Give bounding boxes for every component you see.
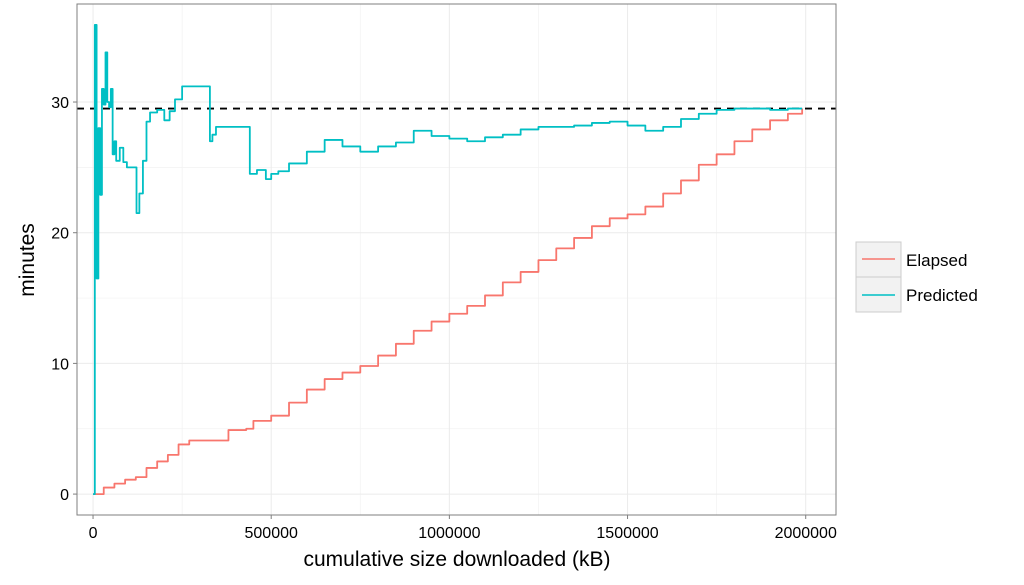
x-axis-title: cumulative size downloaded (kB): [304, 548, 611, 571]
x-tick-label: 0: [89, 525, 98, 542]
x-tick-label: 2000000: [775, 525, 837, 542]
y-axis-title: minutes: [16, 223, 39, 297]
x-axis: 0 500000 1000000 1500000 2000000: [89, 515, 837, 542]
series-line-predicted: [93, 24, 803, 495]
y-axis: 0 10 20 30: [51, 95, 77, 504]
legend: Elapsed Predicted: [855, 241, 978, 313]
y-tick-label: 30: [51, 95, 69, 112]
y-tick-label: 20: [51, 226, 69, 243]
x-tick-label: 500000: [245, 525, 298, 542]
legend-label-predicted: Predicted: [906, 286, 978, 305]
series-line-elapsed: [93, 108, 804, 495]
y-tick-label: 10: [51, 356, 69, 373]
panel-border: [76, 3, 837, 516]
x-tick-label: 1000000: [418, 525, 480, 542]
minor-gridlines: [77, 4, 836, 515]
panel-background: [77, 4, 836, 515]
x-tick-label: 1500000: [596, 525, 658, 542]
major-gridlines: [77, 4, 836, 515]
y-tick-label: 0: [60, 487, 69, 504]
series-layer: [93, 24, 804, 495]
legend-label-elapsed: Elapsed: [906, 251, 967, 270]
